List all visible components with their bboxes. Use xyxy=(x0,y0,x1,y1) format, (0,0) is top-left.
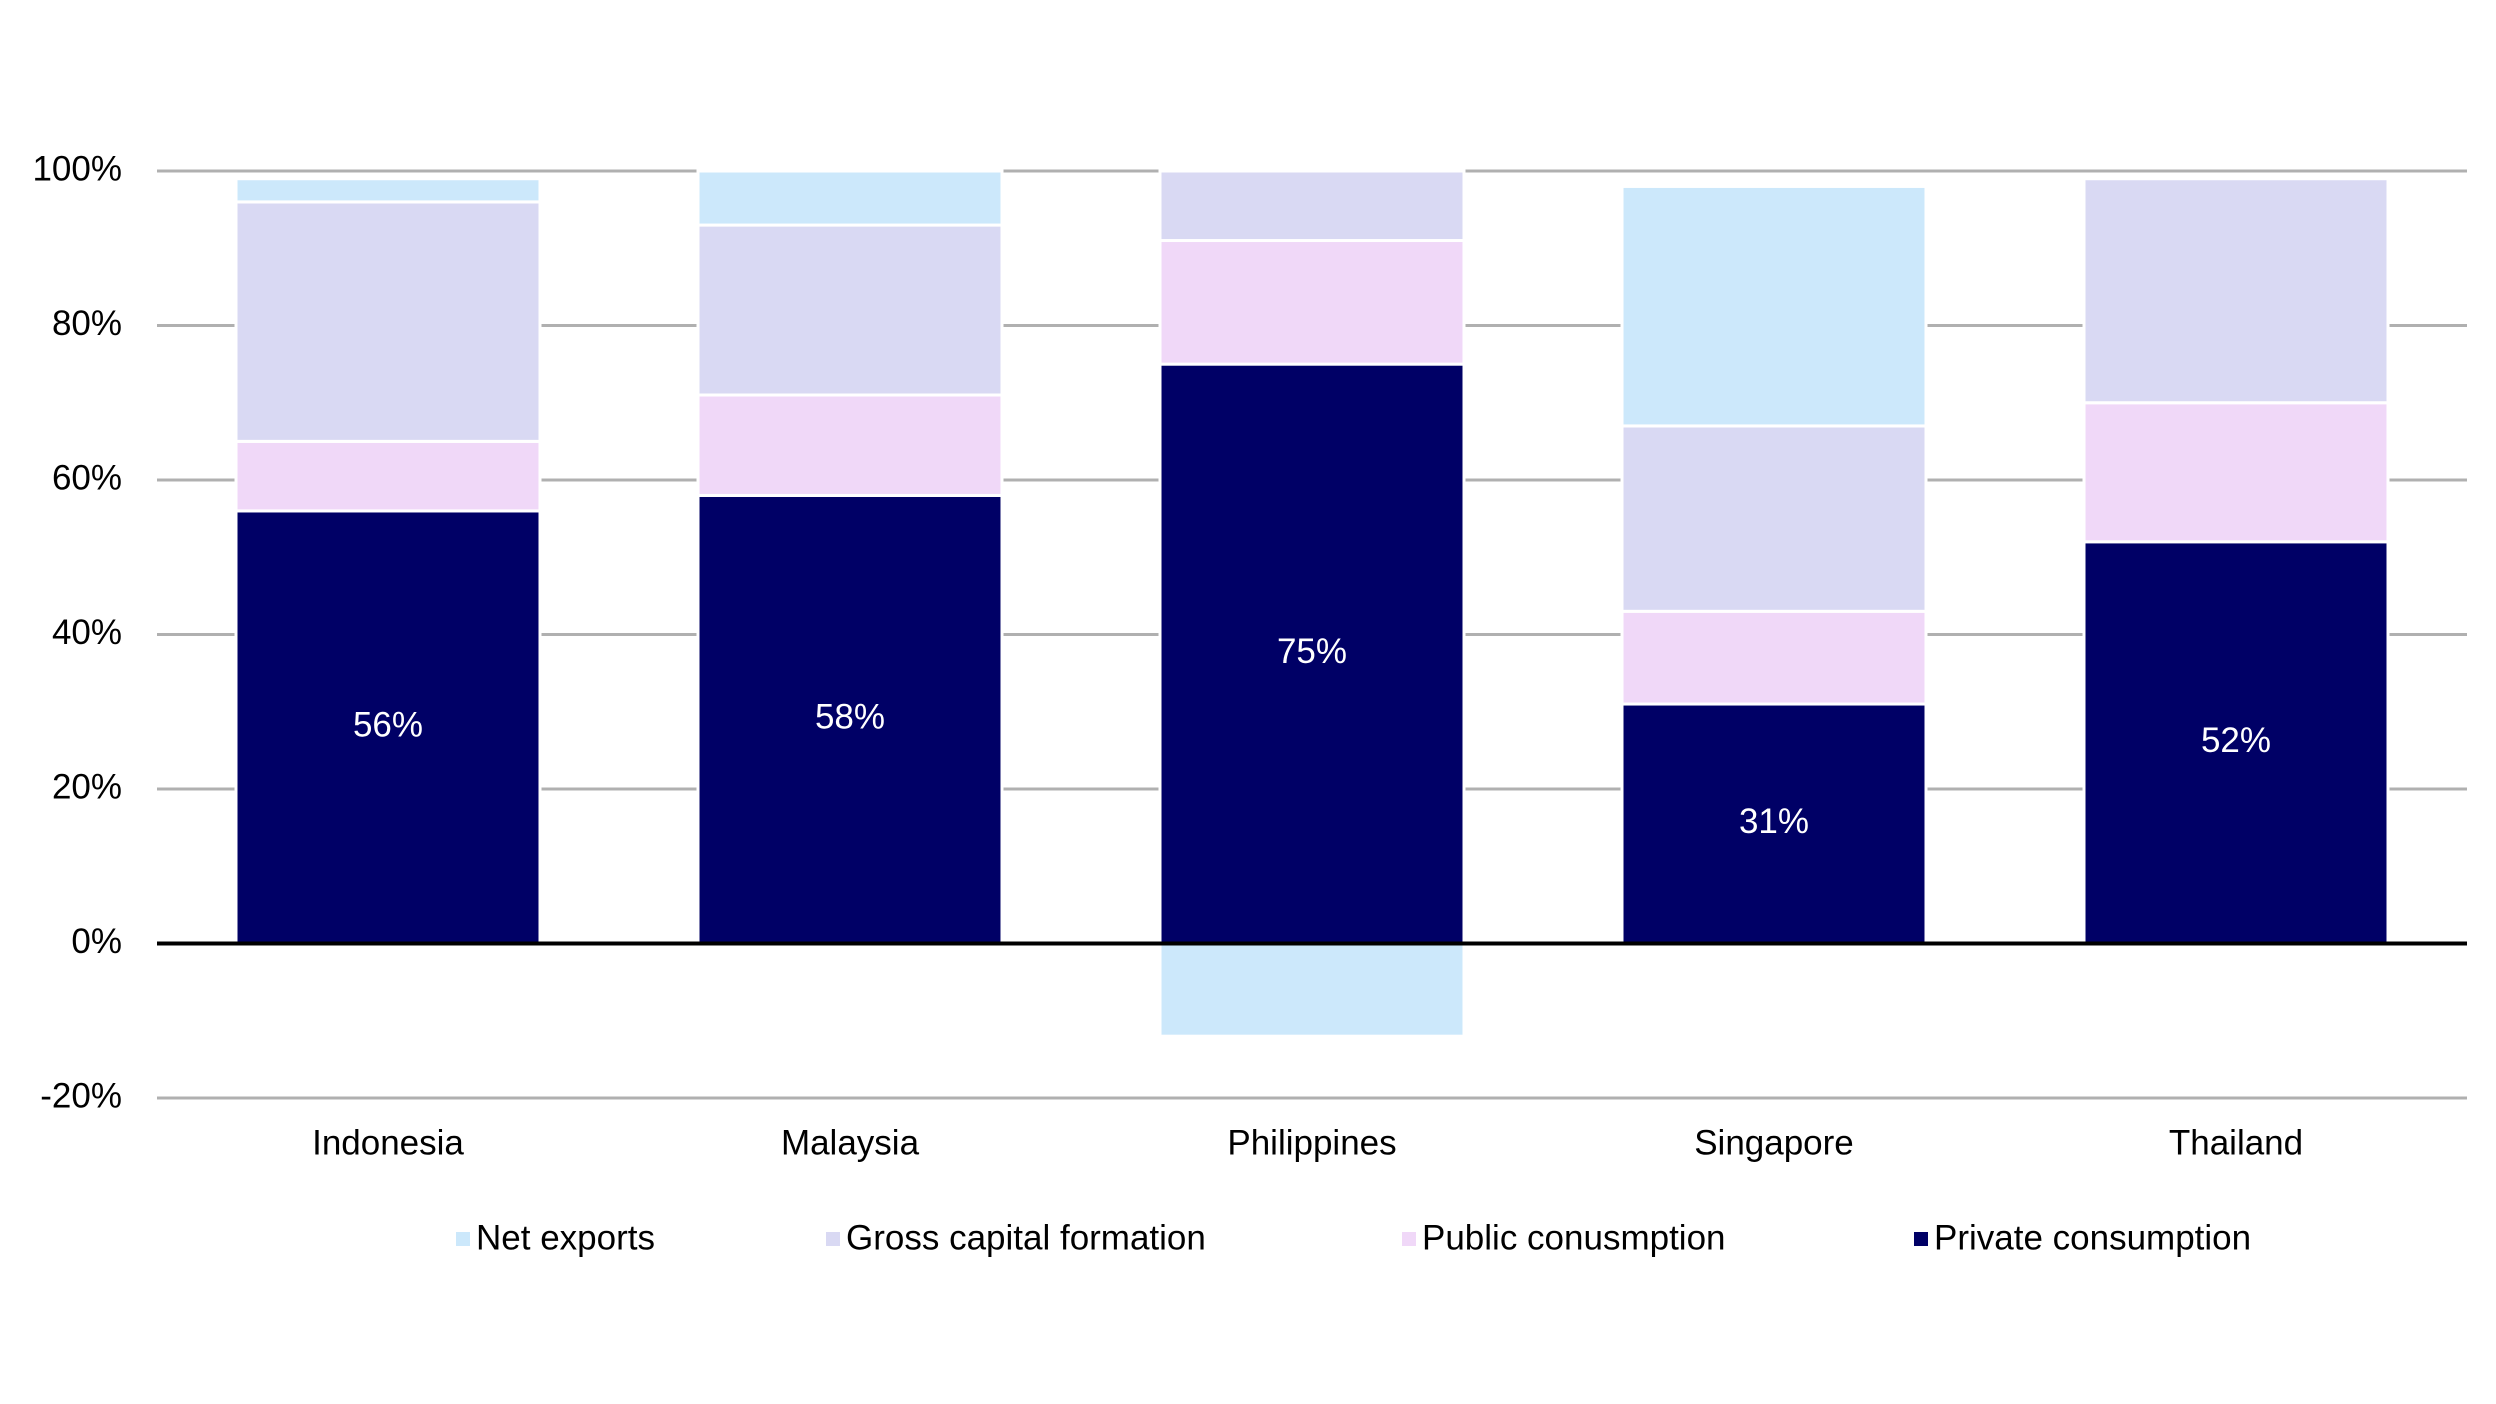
data-label: 58% xyxy=(815,698,885,737)
bar-segment xyxy=(1620,184,1928,428)
bar-segment xyxy=(234,200,542,443)
x-tick-label: Malaysia xyxy=(781,1123,920,1162)
bar-segment xyxy=(234,177,542,204)
data-label: 56% xyxy=(353,705,423,744)
bar-segment xyxy=(696,493,1004,945)
legend-label: Net exports xyxy=(476,1218,655,1257)
y-tick-label: 80% xyxy=(52,304,122,343)
bar-segment xyxy=(696,223,1004,397)
legend-label: Private consumption xyxy=(1934,1218,2251,1257)
data-label: 52% xyxy=(2201,721,2271,760)
x-tick-label: Singapore xyxy=(1694,1123,1854,1162)
legend-swatch xyxy=(1402,1232,1416,1246)
bar-segment xyxy=(1620,609,1928,706)
bar-segment xyxy=(1620,424,1928,613)
bar-segment xyxy=(1158,239,1466,366)
bar-segment xyxy=(1158,169,1466,243)
y-tick-label: 0% xyxy=(71,922,122,961)
legend-label: Gross capital formation xyxy=(846,1218,1206,1257)
y-tick-label: 40% xyxy=(52,613,122,652)
bar-segment xyxy=(1158,362,1466,945)
y-tick-label: 20% xyxy=(52,767,122,806)
x-tick-label: Indonesia xyxy=(312,1123,464,1162)
bar-segment xyxy=(696,393,1004,497)
bar-segment xyxy=(2082,540,2390,945)
bar-segment xyxy=(2082,401,2390,544)
y-tick-label: 60% xyxy=(52,458,122,497)
bar-segment xyxy=(696,169,1004,227)
legend-swatch xyxy=(456,1232,470,1246)
bar-segment xyxy=(234,439,542,513)
y-tick-label: -20% xyxy=(40,1076,122,1115)
data-label: 31% xyxy=(1739,802,1809,841)
bar-segment xyxy=(1620,702,1928,946)
legend-swatch xyxy=(826,1232,840,1246)
bar-segment xyxy=(1158,942,1466,1038)
data-label: 75% xyxy=(1277,632,1347,671)
x-tick-label: Philippines xyxy=(1227,1123,1396,1162)
y-tick-label: 100% xyxy=(32,149,122,188)
legend-label: Public conusmption xyxy=(1422,1218,1726,1257)
legend-swatch xyxy=(1914,1232,1928,1246)
bar-segment xyxy=(2082,177,2390,405)
x-tick-label: Thailand xyxy=(2169,1123,2303,1162)
